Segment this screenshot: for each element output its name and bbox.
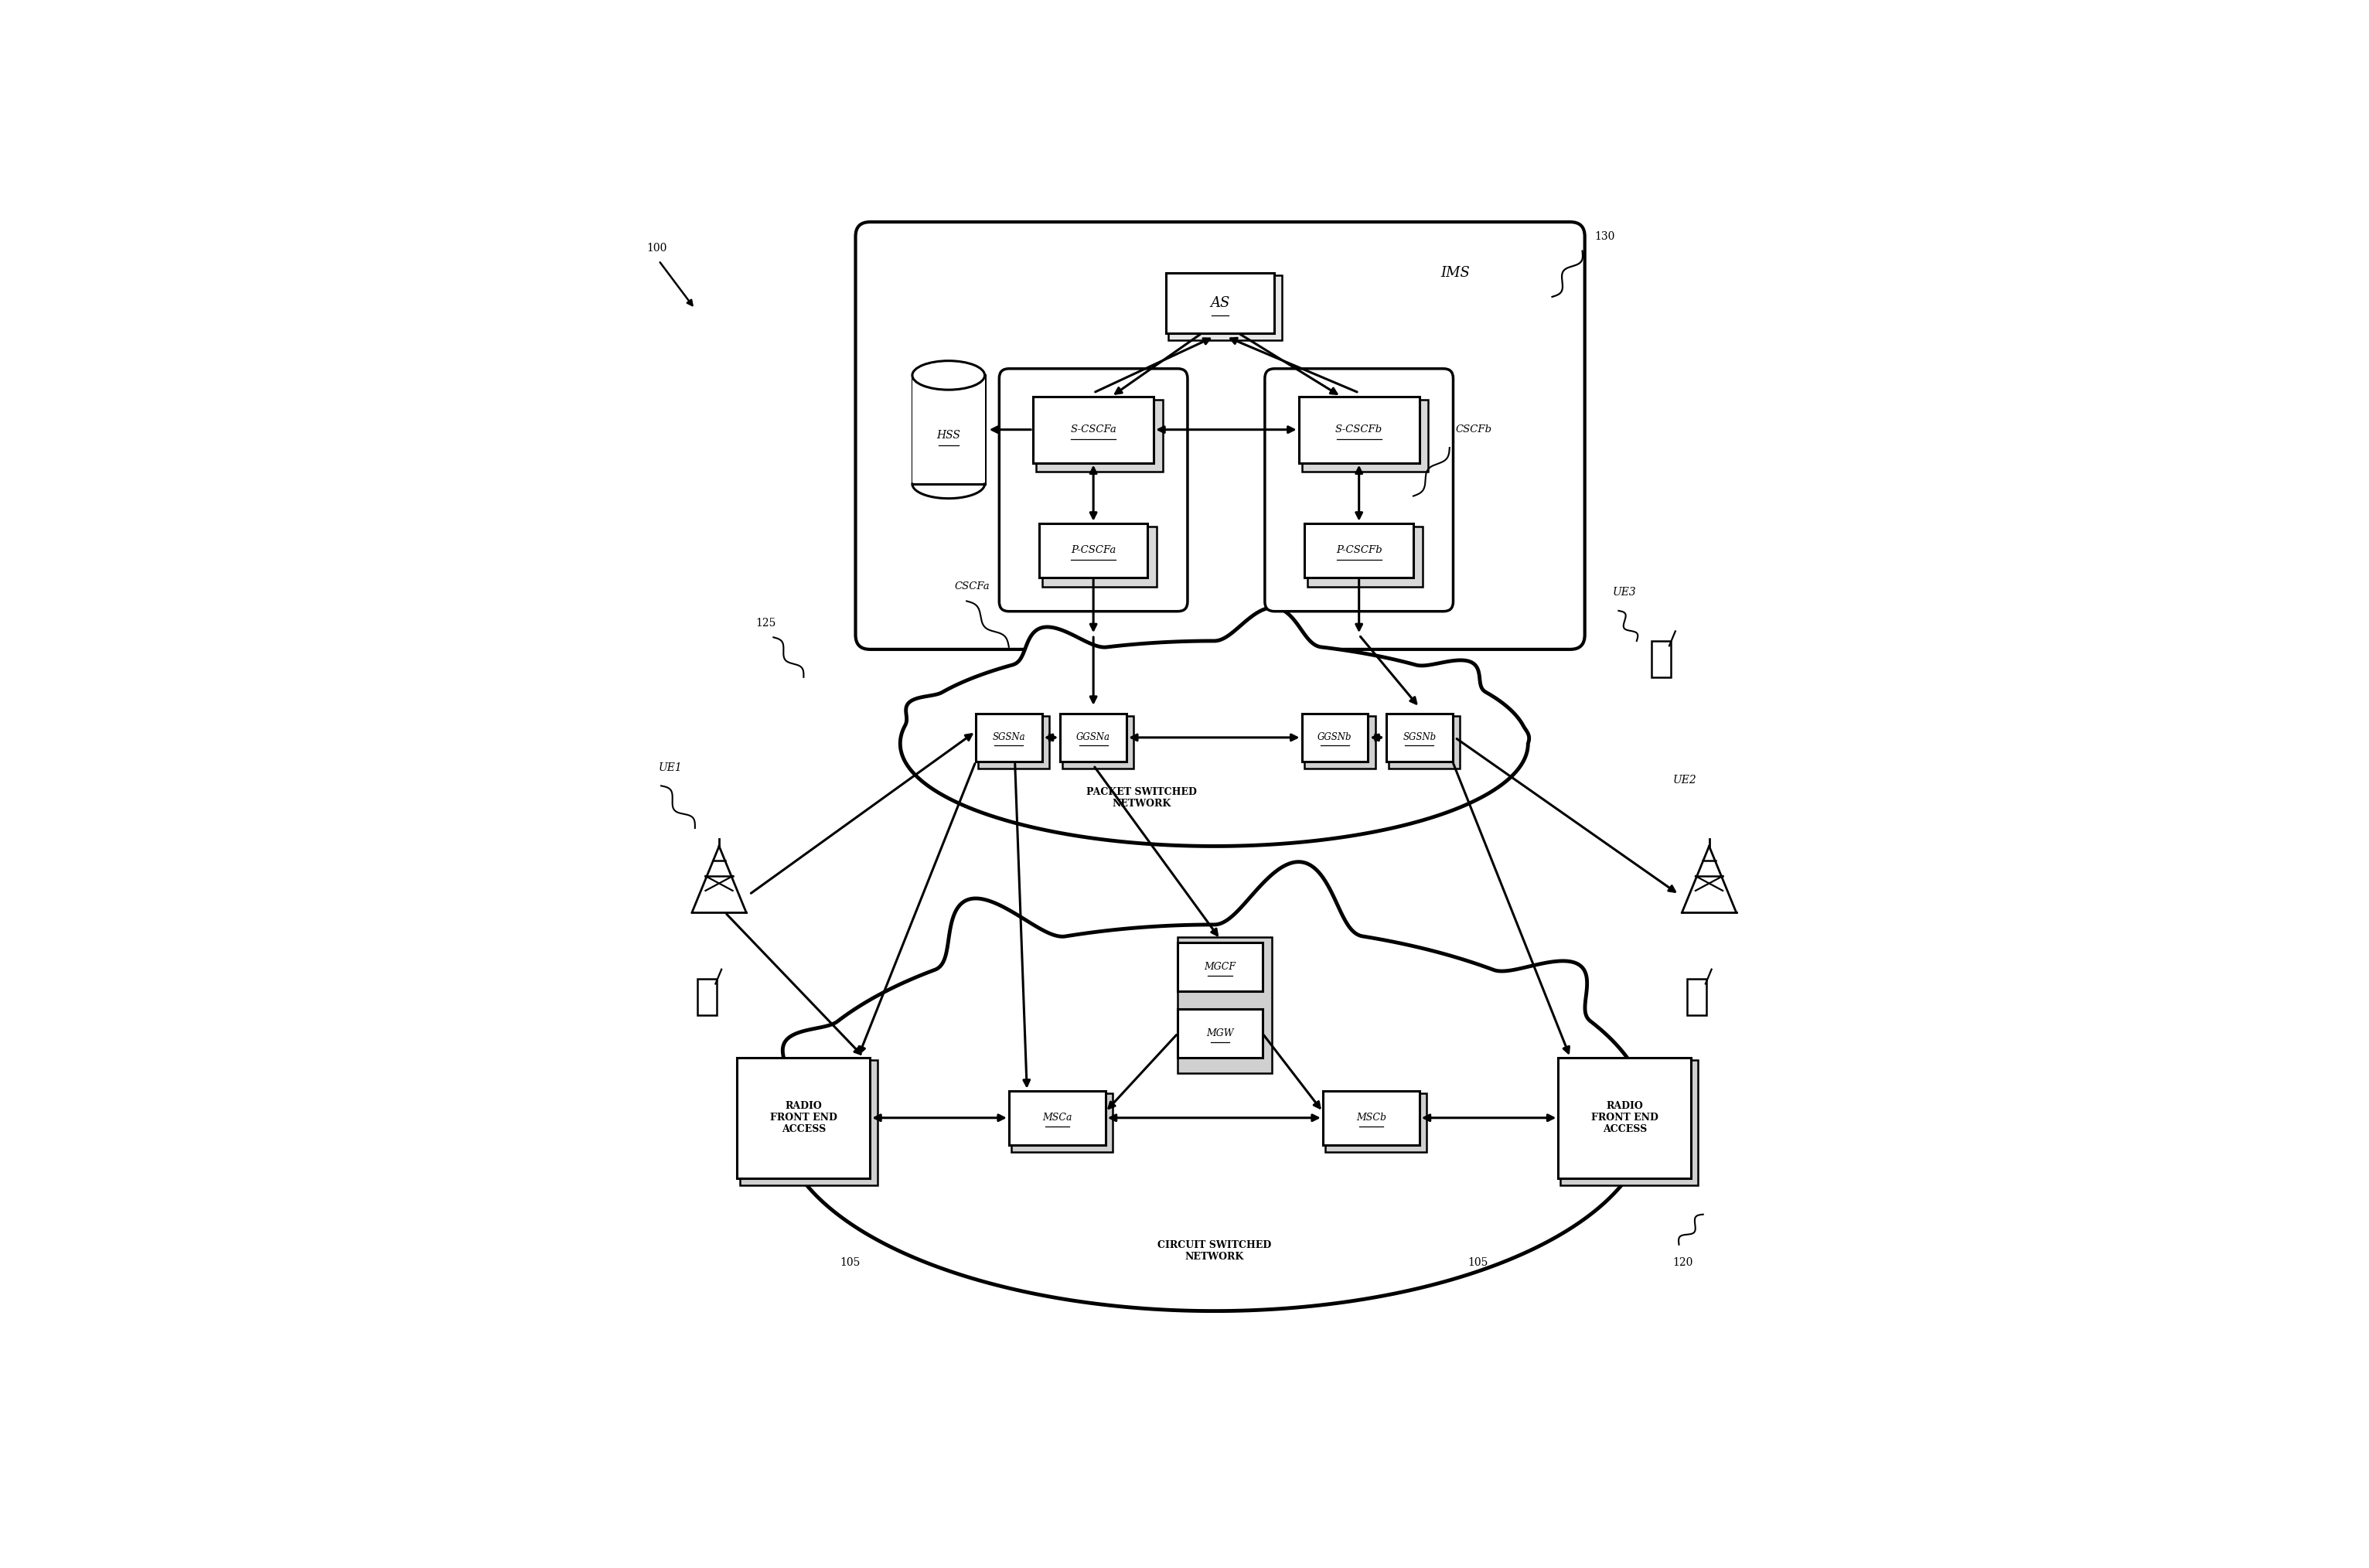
Text: S-CSCFb: S-CSCFb [1336,425,1383,434]
Text: RADIO
FRONT END
ACCESS: RADIO FRONT END ACCESS [1592,1101,1658,1135]
Polygon shape [779,862,1651,1311]
Text: AS: AS [1211,296,1230,310]
Polygon shape [900,607,1528,847]
Bar [1040,524,1147,577]
Bar [912,375,986,485]
Bar [1168,274,1282,340]
FancyBboxPatch shape [1000,368,1187,612]
Bar [696,978,718,1014]
Text: UE2: UE2 [1673,775,1696,786]
Bar [1033,397,1154,463]
Bar [1301,713,1367,762]
Bar [1177,1010,1263,1057]
Bar [1305,524,1414,577]
Text: SGSNb: SGSNb [1402,732,1436,743]
Bar [1064,715,1135,768]
Text: 130: 130 [1594,230,1616,241]
Bar [1166,273,1275,332]
Text: MSCa: MSCa [1042,1113,1073,1123]
Text: RADIO
FRONT END
ACCESS: RADIO FRONT END ACCESS [770,1101,836,1135]
Bar [1324,1093,1426,1152]
Bar [1687,978,1706,1014]
Bar [1298,397,1419,463]
Text: SGSNa: SGSNa [993,732,1026,743]
Text: 125: 125 [756,618,775,629]
Text: GGSNb: GGSNb [1317,732,1353,743]
Text: 120: 120 [1673,1258,1694,1269]
Bar [1301,400,1429,472]
Bar [1035,400,1163,472]
Bar [1386,713,1452,762]
Bar [1061,713,1128,762]
Bar [1559,1057,1691,1178]
Bar [1012,1093,1113,1152]
Bar [978,715,1049,768]
Text: 100: 100 [647,243,668,254]
FancyBboxPatch shape [855,223,1585,649]
Bar [1303,715,1376,768]
Text: UE3: UE3 [1613,586,1637,597]
Text: S-CSCFa: S-CSCFa [1071,425,1116,434]
Text: UE1: UE1 [659,762,682,773]
Text: GGSNa: GGSNa [1076,732,1111,743]
Bar [1651,641,1670,677]
Bar [739,1060,877,1185]
FancyBboxPatch shape [1265,368,1452,612]
Text: MGW: MGW [1206,1029,1234,1038]
Text: 105: 105 [1469,1258,1488,1269]
Bar [976,713,1042,762]
Bar [1042,527,1156,586]
Bar [1177,942,1263,991]
Text: MGCF: MGCF [1203,961,1237,972]
Text: MSCb: MSCb [1355,1113,1386,1123]
Text: IMS: IMS [1440,265,1471,279]
Text: CSCFa: CSCFa [955,582,990,591]
Text: HSS: HSS [936,430,959,441]
Bar [1388,715,1459,768]
Text: CSCFb: CSCFb [1455,425,1492,434]
Bar [737,1057,869,1178]
Text: CIRCUIT SWITCHED
NETWORK: CIRCUIT SWITCHED NETWORK [1156,1240,1272,1262]
Text: 105: 105 [841,1258,860,1269]
Text: PACKET SWITCHED
NETWORK: PACKET SWITCHED NETWORK [1087,787,1196,809]
Text: P-CSCFb: P-CSCFb [1336,546,1381,555]
Bar [1009,1091,1106,1145]
Text: P-CSCFa: P-CSCFa [1071,546,1116,555]
Bar [1308,527,1421,586]
Bar [1322,1091,1419,1145]
Bar [1561,1060,1699,1185]
Ellipse shape [912,361,986,390]
Bar [1177,936,1272,1073]
